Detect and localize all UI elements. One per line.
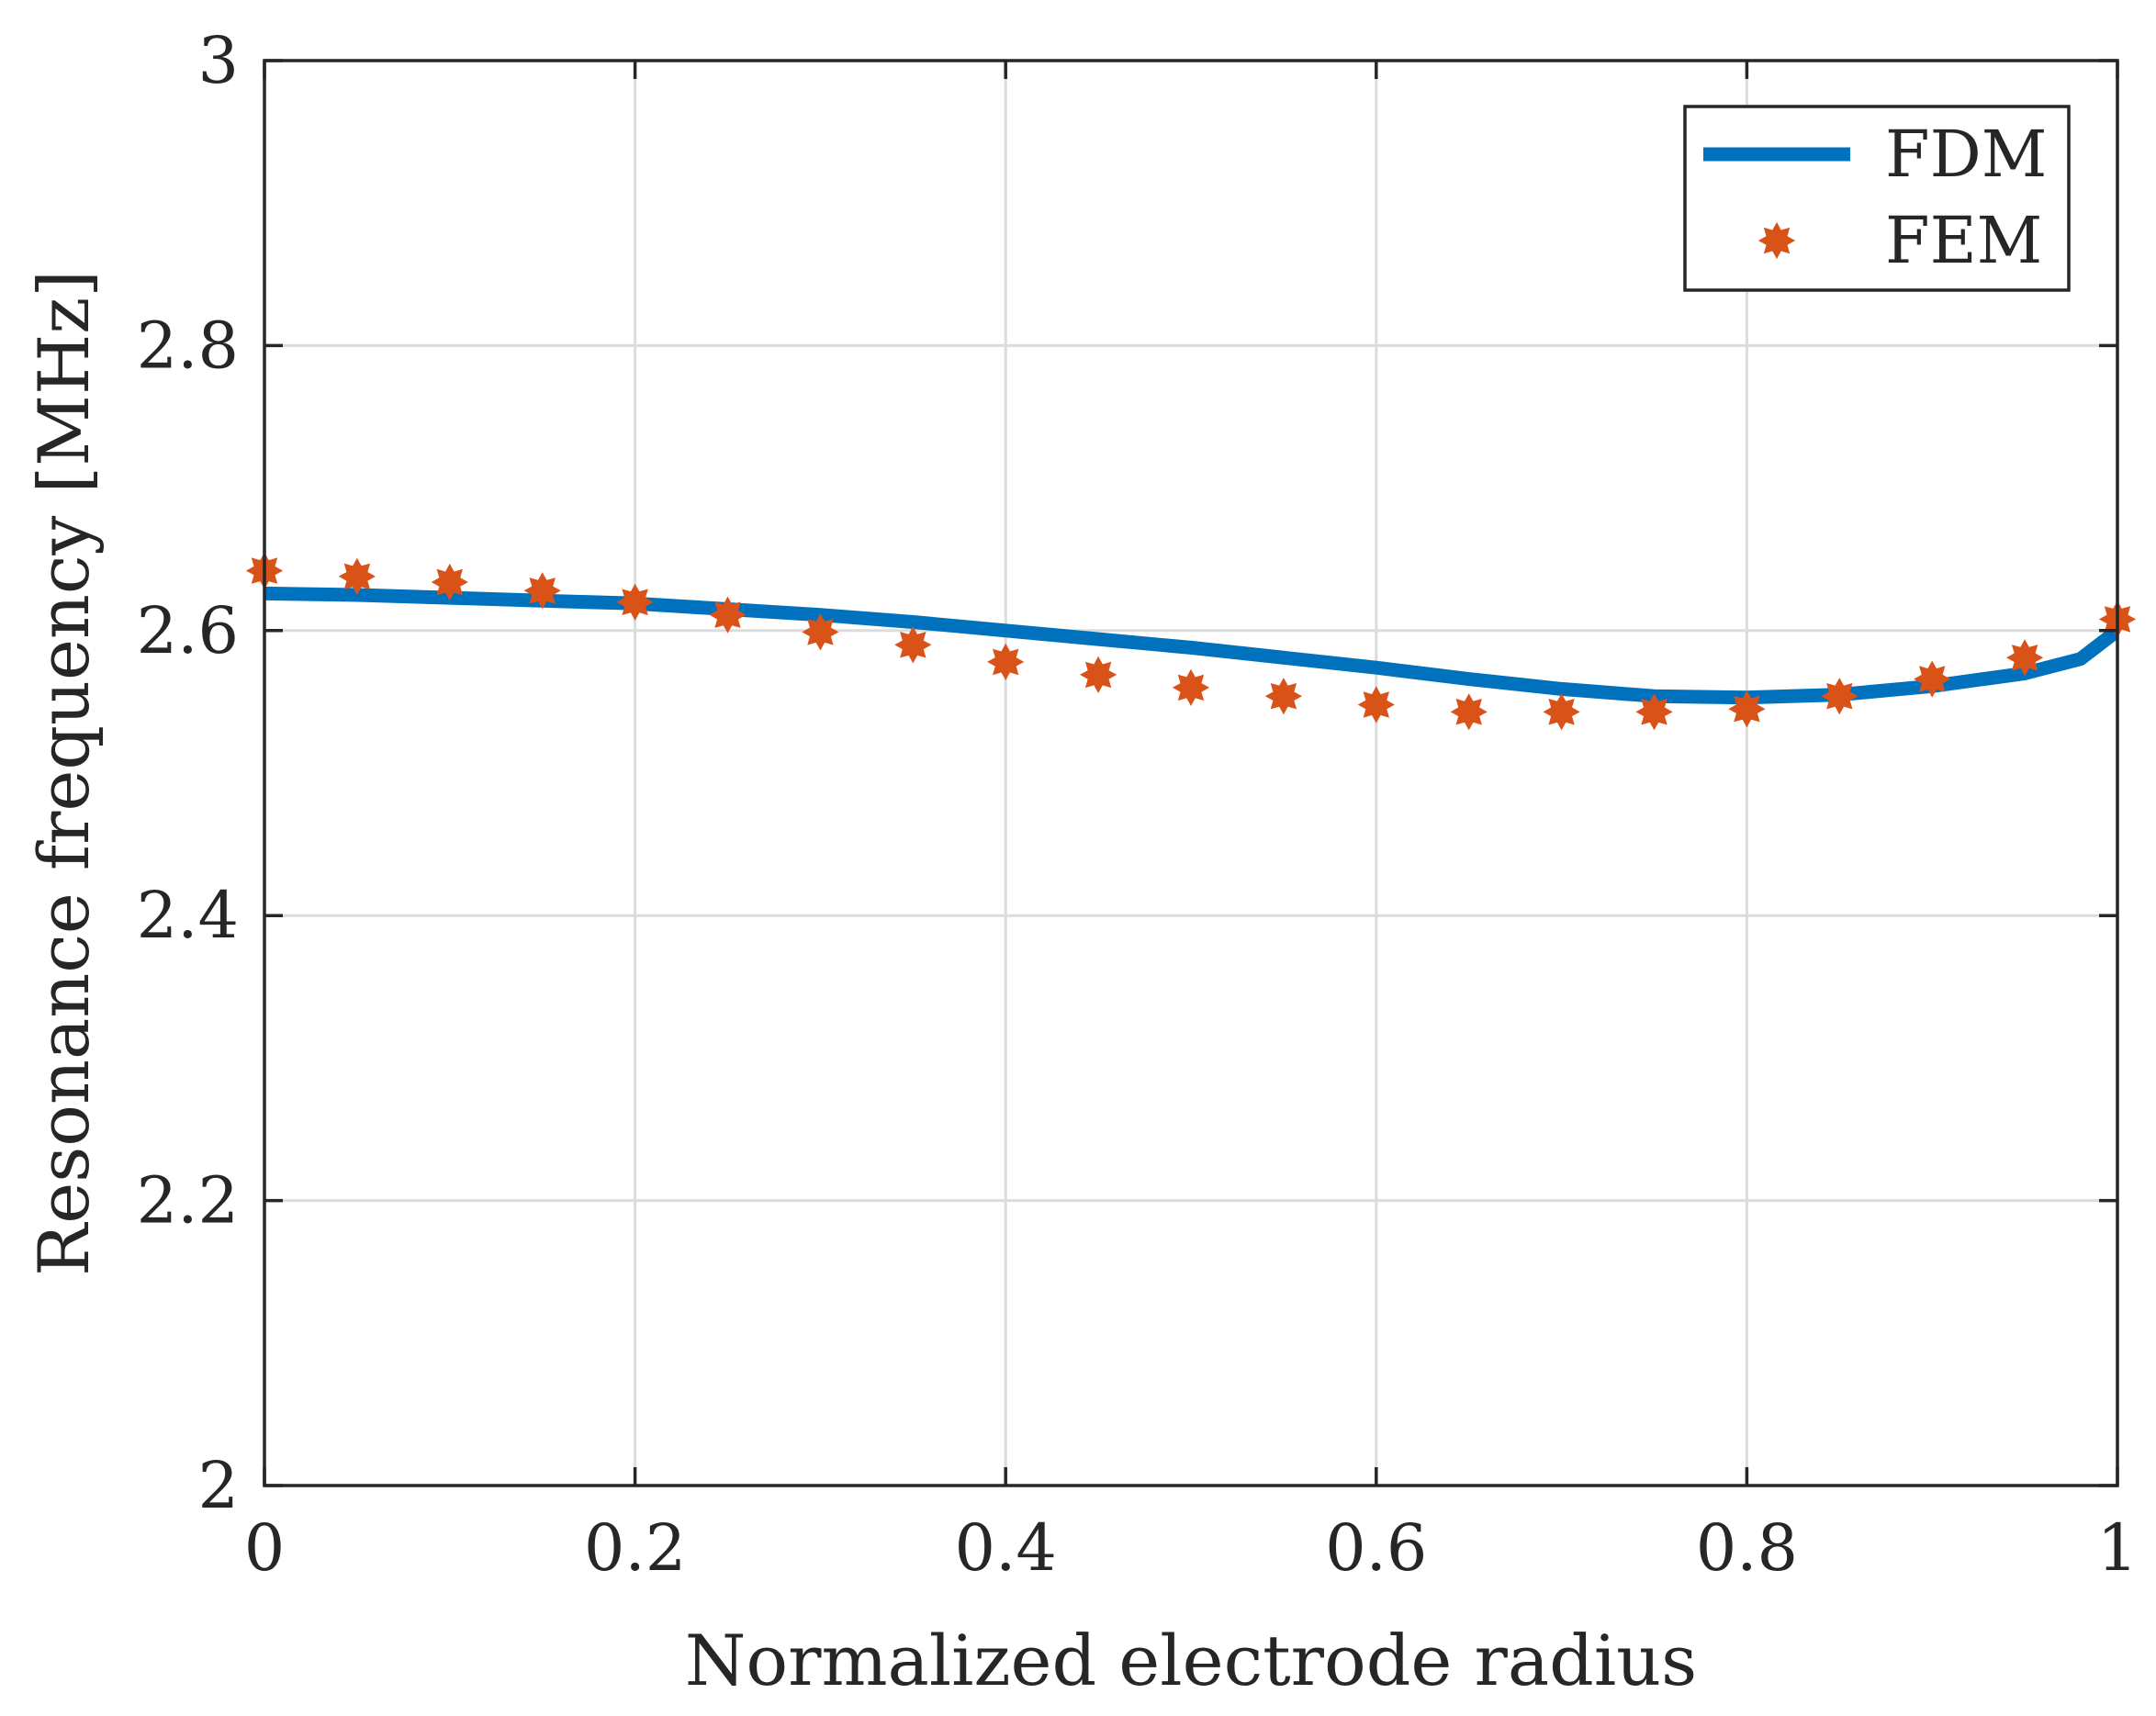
y-tick-label: 2.8 (137, 308, 239, 383)
data-point-fem (431, 563, 468, 601)
axes-box (263, 59, 2119, 1487)
data-point-fem (523, 572, 561, 610)
data-point-fem (616, 583, 654, 621)
plot-area (245, 552, 2137, 731)
data-point-fem (1357, 686, 1395, 723)
x-tick-label: 0.8 (1696, 1510, 1798, 1586)
data-point-fem (2005, 639, 2044, 677)
data-point-fem (1728, 690, 1766, 728)
data-point-fem (1914, 660, 1951, 698)
data-point-fem (1264, 678, 1303, 715)
axis-ticks: 0 0.2 0.4 0.6 0.8 1 2 2.2 2.4 2.6 2.8 3 (137, 23, 2139, 1586)
y-tick-label: 3 (197, 23, 239, 98)
y-tick-label: 2.6 (137, 593, 239, 668)
data-point-fem (1821, 678, 1858, 715)
data-point-fem (1079, 656, 1117, 694)
data-point-fem (987, 643, 1025, 680)
series-line-fdm (264, 586, 2117, 705)
data-point-fem (894, 626, 932, 664)
x-tick-label: 1 (2097, 1510, 2139, 1586)
grid (264, 61, 2117, 1486)
data-point-fem (1543, 693, 1580, 731)
y-tick-label: 2.4 (137, 878, 239, 953)
y-tick-label: 2 (197, 1448, 239, 1523)
legend-box (1683, 105, 2071, 292)
data-point-fem (338, 557, 376, 595)
data-point-fem (1635, 693, 1673, 731)
legend-label-fdm: FDM (1885, 117, 2047, 192)
data-point-fem (802, 613, 839, 651)
x-tick-label: 0.4 (955, 1510, 1057, 1586)
data-point-fem (709, 596, 747, 634)
data-point-fem (1172, 668, 1210, 707)
legend-swatch-fem (1757, 221, 1796, 260)
y-axis-label: Resonance frequency [MHz] (23, 270, 105, 1276)
legend: FDM FEM (1683, 105, 2071, 292)
x-tick-label: 0.2 (584, 1510, 686, 1586)
data-point-fem (1450, 693, 1488, 731)
x-tick-label: 0 (244, 1510, 286, 1586)
legend-label-fem: FEM (1885, 203, 2042, 278)
y-tick-label: 2.2 (137, 1163, 239, 1239)
x-axis-label: Normalized electrode radius (685, 1620, 1697, 1701)
x-tick-label: 0.6 (1325, 1510, 1427, 1586)
